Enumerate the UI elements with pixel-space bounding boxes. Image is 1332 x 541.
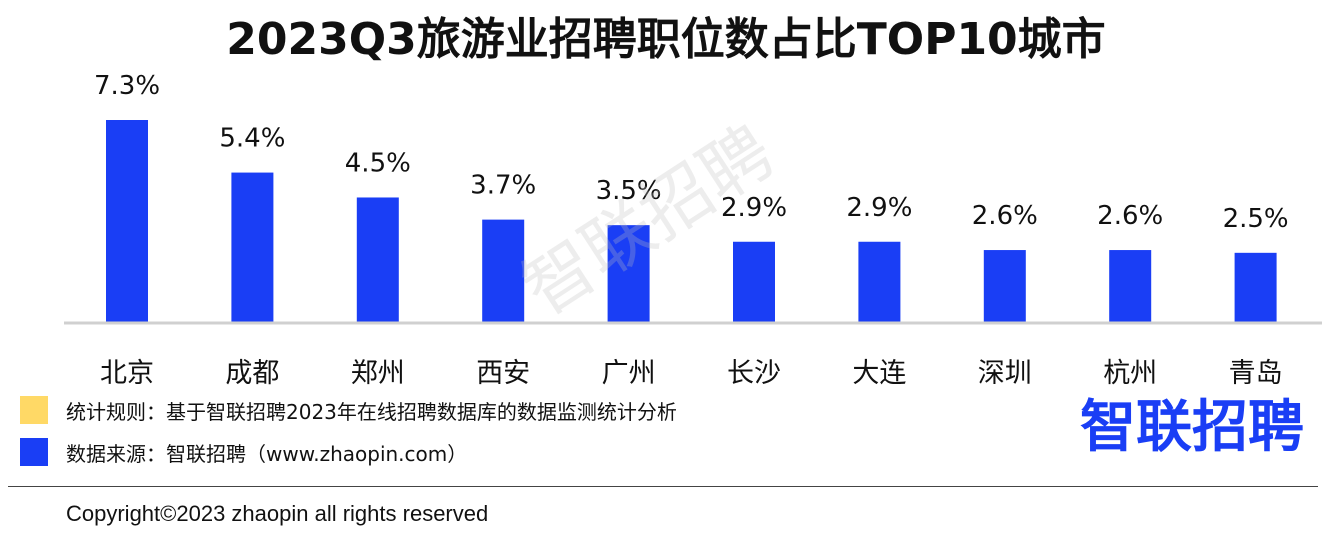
x-tick-label: 杭州 bbox=[1103, 358, 1157, 389]
bar-3 bbox=[482, 219, 525, 322]
note-source: 数据来源：智联招聘（www.zhaopin.com） bbox=[20, 437, 467, 467]
bar-6 bbox=[858, 241, 901, 322]
copyright-text: Copyright©2023 zhaopin all rights reserv… bbox=[66, 501, 489, 526]
x-tick-label: 北京 bbox=[100, 358, 154, 389]
bar-0 bbox=[106, 120, 148, 322]
note-source-text: 数据来源：智联招聘（www.zhaopin.com） bbox=[66, 441, 468, 466]
bar-8 bbox=[1109, 250, 1152, 322]
bar-7 bbox=[983, 250, 1026, 322]
x-tick-label: 成都 bbox=[225, 358, 279, 389]
bar-value-label: 3.7% bbox=[470, 171, 536, 201]
bar-value-label: 7.3% bbox=[94, 71, 160, 101]
bar-value-label: 2.6% bbox=[1097, 201, 1163, 231]
x-tick-label: 西安 bbox=[476, 358, 530, 389]
bar-4 bbox=[607, 225, 650, 322]
bar-value-label: 2.9% bbox=[721, 193, 787, 223]
bar-chart: 7.3% 5.4% 4.5% 3.7% 3.5% 2.9% 2.9% 2.6% 2.6% 2.5%… bbox=[64, 71, 1322, 389]
x-tick-label: 长沙 bbox=[727, 358, 781, 389]
x-tick-label: 广州 bbox=[602, 358, 656, 389]
note-rule-swatch bbox=[20, 396, 48, 424]
bar-value-label: 4.5% bbox=[345, 148, 411, 178]
x-tick-label: 青岛 bbox=[1229, 358, 1283, 389]
x-tick-label: 深圳 bbox=[978, 358, 1032, 389]
bar-value-label: 2.5% bbox=[1223, 204, 1289, 234]
note-rule: 统计规则：基于智联招聘2023年在线招聘数据库的数据监测统计分析 bbox=[20, 395, 677, 425]
x-tick-label: 郑州 bbox=[351, 358, 405, 389]
chart-title: 2023Q3旅游业招聘职位数占比TOP10城市 bbox=[226, 14, 1106, 65]
bar-value-label: 2.9% bbox=[846, 193, 912, 223]
bar-value-label: 5.4% bbox=[219, 124, 285, 154]
bar-9 bbox=[1234, 252, 1277, 322]
x-tick-label: 大连 bbox=[852, 358, 906, 389]
bar-5 bbox=[733, 241, 775, 322]
footer-divider bbox=[8, 486, 1318, 487]
bar-2 bbox=[356, 197, 399, 322]
note-source-swatch bbox=[20, 438, 48, 466]
bar-value-label: 3.5% bbox=[596, 176, 662, 206]
bar-value-label: 2.6% bbox=[972, 201, 1038, 231]
note-rule-text: 统计规则：基于智联招聘2023年在线招聘数据库的数据监测统计分析 bbox=[66, 399, 677, 424]
bar-1 bbox=[231, 172, 274, 322]
brand-logo: 智联招聘 bbox=[1080, 395, 1304, 460]
